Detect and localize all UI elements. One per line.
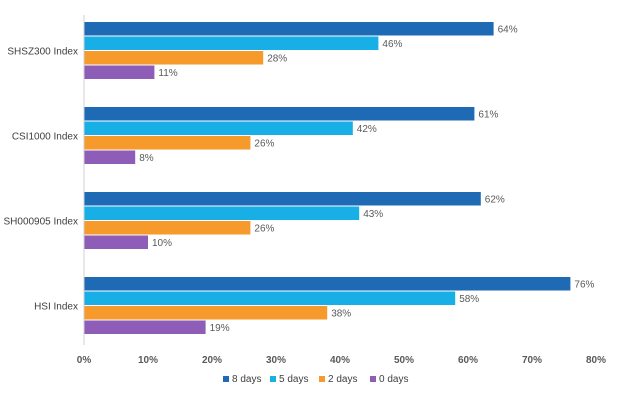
bar-sh000905-index-0-days	[84, 235, 148, 249]
x-tick-label: 0%	[77, 355, 92, 366]
data-label: 64%	[498, 24, 518, 35]
bar-shsz300-index-5-days	[84, 36, 379, 50]
bar-csi1000-index-8-days	[84, 107, 475, 121]
legend-label: 0 days	[379, 374, 408, 385]
bar-hsi-index-0-days	[84, 320, 206, 334]
data-label: 61%	[478, 109, 498, 120]
legend: 8 days 5 days 2 days 0 days	[223, 374, 408, 385]
data-label: 42%	[357, 124, 377, 135]
data-label: 19%	[210, 323, 230, 334]
bar-sh000905-index-8-days	[84, 192, 481, 206]
data-label: 62%	[485, 194, 505, 205]
category-label: HSI Index	[34, 302, 78, 313]
data-label: 26%	[254, 223, 274, 234]
bar-sh000905-index-2-days	[84, 221, 251, 235]
x-tick-labels-group: 0% 10% 20% 30% 40% 50% 60% 70% 80%	[77, 355, 606, 366]
data-label: 76%	[574, 279, 594, 290]
bar-hsi-index-5-days	[84, 291, 456, 305]
legend-label: 5 days	[279, 374, 308, 385]
data-label: 8%	[139, 153, 154, 164]
category-labels-group: SHSZ300 Index CSI1000 Index SH000905 Index…	[3, 47, 78, 313]
x-tick-label: 50%	[394, 355, 414, 366]
bar-csi1000-index-5-days	[84, 121, 353, 135]
legend-swatch	[370, 376, 376, 382]
bar-shsz300-index-0-days	[84, 65, 155, 79]
data-label: 26%	[254, 138, 274, 149]
data-label: 46%	[382, 39, 402, 50]
legend-label: 8 days	[232, 374, 261, 385]
data-labels-group: 64% 46% 28% 11% 61% 42% 26% 8% 62% 43% 26% 10% 76% 58…	[139, 24, 594, 334]
category-label: CSI1000 Index	[12, 132, 78, 143]
legend-label: 2 days	[328, 374, 357, 385]
bar-hsi-index-8-days	[84, 277, 571, 291]
bar-shsz300-index-8-days	[84, 22, 494, 36]
x-tick-label: 60%	[458, 355, 478, 366]
legend-swatch	[270, 376, 276, 382]
x-tick-label: 20%	[202, 355, 222, 366]
bar-csi1000-index-2-days	[84, 136, 251, 150]
legend-swatch	[319, 376, 325, 382]
data-label: 11%	[158, 68, 177, 79]
x-tick-label: 80%	[586, 355, 606, 366]
bars-group	[84, 22, 571, 334]
data-label: 43%	[363, 209, 383, 220]
bar-sh000905-index-5-days	[84, 206, 360, 220]
x-tick-label: 10%	[138, 355, 158, 366]
x-tick-label: 30%	[266, 355, 286, 366]
bar-hsi-index-2-days	[84, 306, 328, 320]
data-label: 28%	[267, 53, 287, 64]
x-tick-label: 40%	[330, 355, 350, 366]
data-label: 58%	[459, 294, 479, 305]
bar-csi1000-index-0-days	[84, 150, 136, 164]
data-label: 10%	[152, 238, 172, 249]
legend-swatch	[223, 376, 229, 382]
category-label: SHSZ300 Index	[7, 47, 78, 58]
x-tick-label: 70%	[522, 355, 542, 366]
category-label: SH000905 Index	[3, 217, 78, 228]
data-label: 38%	[331, 308, 351, 319]
bar-shsz300-index-2-days	[84, 51, 264, 65]
